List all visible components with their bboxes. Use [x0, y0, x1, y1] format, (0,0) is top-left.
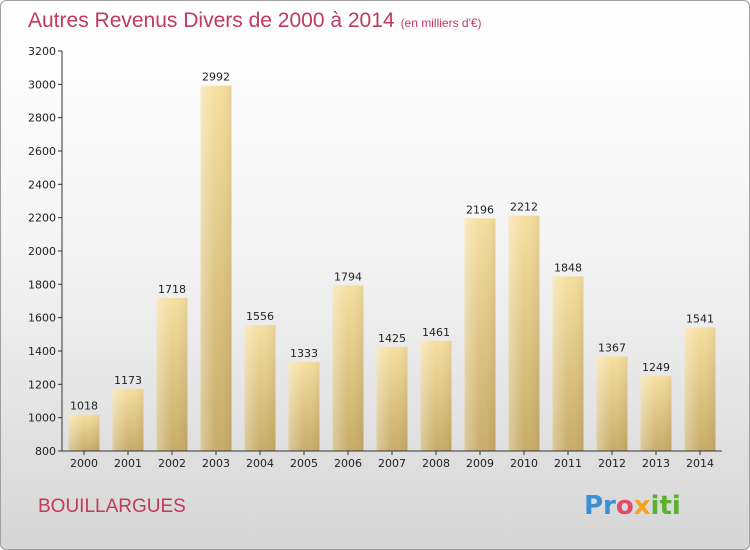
bar-highlight	[200, 85, 232, 452]
y-tick-label: 2400	[28, 178, 56, 191]
axes-group: 800 1000 1200 1400 1600 1800 2000 2200 2400 2600 2…	[28, 45, 722, 470]
bar-highlight	[68, 414, 100, 451]
proxiti-logo: Proxiti	[584, 491, 681, 521]
y-tick-label: 1800	[28, 278, 56, 291]
data-label: 1541	[686, 313, 714, 326]
bar-highlight	[420, 340, 452, 451]
data-label: 1367	[598, 342, 626, 355]
x-tick-label: 2009	[466, 457, 494, 470]
x-tick-label: 2011	[554, 457, 582, 470]
y-tick-label: 2200	[28, 212, 56, 225]
y-tick-label: 3000	[28, 78, 56, 91]
bar-highlight	[288, 362, 320, 451]
bar-highlight	[640, 376, 672, 451]
bar-highlight	[332, 285, 364, 451]
data-label: 2992	[202, 71, 230, 84]
bar-highlight	[112, 388, 144, 451]
bar-highlight	[244, 325, 276, 451]
x-tick-label: 2003	[202, 457, 230, 470]
data-label: 1461	[422, 326, 450, 339]
data-label: 1018	[70, 400, 98, 413]
data-label: 1249	[642, 361, 670, 374]
bar-highlight	[376, 346, 408, 451]
x-tick-label: 2008	[422, 457, 450, 470]
data-label: 1425	[378, 332, 406, 345]
data-label: 2212	[510, 201, 538, 214]
bar-highlight	[464, 218, 496, 451]
x-tick-label: 2005	[290, 457, 318, 470]
bar-highlight	[552, 276, 584, 451]
data-label: 1848	[554, 261, 582, 274]
y-tick-label: 1400	[28, 345, 56, 358]
y-tick-label: 1600	[28, 312, 56, 325]
x-tick-label: 2000	[70, 457, 98, 470]
y-tick-label: 2800	[28, 112, 56, 125]
data-label: 1556	[246, 310, 274, 323]
x-tick-label: 2004	[246, 457, 274, 470]
y-tick-label: 1200	[28, 378, 56, 391]
chart-title-text: Autres Revenus Divers de 2000 à 2014	[28, 9, 395, 32]
data-label: 1718	[158, 283, 186, 296]
y-tick-label: 800	[35, 445, 56, 458]
bar-highlight	[508, 215, 540, 451]
x-tick-label: 2013	[642, 457, 670, 470]
x-tick-label: 2010	[510, 457, 538, 470]
data-label: 1333	[290, 347, 318, 360]
y-tick-label: 2000	[28, 245, 56, 258]
bar-highlight	[156, 298, 188, 451]
x-tick-label: 2014	[686, 457, 714, 470]
x-tick-label: 2012	[598, 457, 626, 470]
x-tick-label: 2002	[158, 457, 186, 470]
x-tick-label: 2001	[114, 457, 142, 470]
x-tick-label: 2006	[334, 457, 362, 470]
chart-subtitle: (en milliers d'€)	[400, 16, 482, 30]
y-tick-label: 1000	[28, 412, 56, 425]
bar-highlight	[596, 356, 628, 451]
bar-highlight	[684, 327, 716, 451]
data-label: 1794	[334, 270, 362, 283]
y-tick-label: 3200	[28, 45, 56, 58]
data-label: 1173	[114, 374, 142, 387]
bars-group: 1018 1173 1718 2992 1556 1333 1794 1425 1461 2196…	[68, 71, 716, 452]
x-tick-label: 2007	[378, 457, 406, 470]
y-tick-label: 2600	[28, 145, 56, 158]
data-label: 2196	[466, 203, 494, 216]
chart-title: Autres Revenus Divers de 2000 à 2014 (en …	[28, 9, 482, 33]
location-name: BOUILLARGUES	[38, 496, 186, 517]
